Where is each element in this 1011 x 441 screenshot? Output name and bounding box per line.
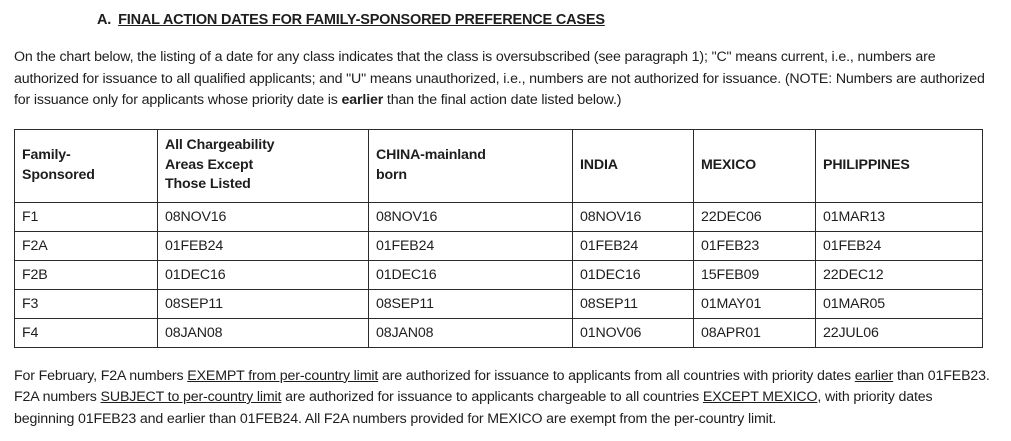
col-header-india: INDIA <box>572 128 694 203</box>
date-cell: 01DEC16 <box>157 259 369 290</box>
date-cell: 01FEB23 <box>693 230 816 261</box>
date-cell: 08NOV16 <box>157 201 369 232</box>
date-cell: 08JAN08 <box>368 317 573 348</box>
table-row-f2b: F2B 01DEC16 01DEC16 01DEC16 15FEB09 22DE… <box>14 259 983 290</box>
date-cell: 01FEB24 <box>157 230 369 261</box>
date-cell: 01MAY01 <box>693 288 816 319</box>
section-title: A. FINAL ACTION DATES FOR FAMILY-SPONSORE… <box>97 12 995 28</box>
date-cell: 08JAN08 <box>157 317 369 348</box>
table-row-f1: F1 08NOV16 08NOV16 08NOV16 22DEC06 01MAR… <box>14 201 983 232</box>
final-action-dates-table: Family- Sponsored All Chargeability Area… <box>14 128 983 348</box>
date-cell: 01NOV06 <box>572 317 694 348</box>
date-cell: 22DEC06 <box>693 201 816 232</box>
date-cell: 08SEP11 <box>368 288 573 319</box>
col-header-all-chargeability: All Chargeability Areas Except Those Lis… <box>157 128 369 203</box>
date-cell: 08NOV16 <box>368 201 573 232</box>
table-row-f4: F4 08JAN08 08JAN08 01NOV06 08APR01 22JUL… <box>14 317 983 348</box>
date-cell: 22JUL06 <box>815 317 983 348</box>
date-cell: 01FEB24 <box>572 230 694 261</box>
footnote-paragraph: For February, F2A numbers EXEMPT from pe… <box>14 367 990 427</box>
category-cell: F1 <box>14 201 158 232</box>
date-cell: 08APR01 <box>693 317 816 348</box>
date-cell: 22DEC12 <box>815 259 983 290</box>
date-cell: 01FEB24 <box>815 230 983 261</box>
category-cell: F3 <box>14 288 158 319</box>
intro-paragraph: On the chart below, the listing of a dat… <box>14 49 985 108</box>
category-cell: F4 <box>14 317 158 348</box>
section-letter: A. <box>97 12 112 28</box>
section-heading-text: FINAL ACTION DATES FOR FAMILY-SPONSORED … <box>118 12 605 28</box>
table-row-f3: F3 08SEP11 08SEP11 08SEP11 01MAY01 01MAR… <box>14 288 983 319</box>
table-header-row: Family- Sponsored All Chargeability Area… <box>14 128 983 203</box>
date-cell: 01MAR13 <box>815 201 983 232</box>
date-cell: 08SEP11 <box>572 288 694 319</box>
col-header-philippines: PHILIPPINES <box>815 128 983 203</box>
col-header-family-sponsored: Family- Sponsored <box>14 128 158 203</box>
date-cell: 15FEB09 <box>693 259 816 290</box>
table-row-f2a: F2A 01FEB24 01FEB24 01FEB24 01FEB23 01FE… <box>14 230 983 261</box>
date-cell: 01DEC16 <box>368 259 573 290</box>
date-cell: 01DEC16 <box>572 259 694 290</box>
date-cell: 08SEP11 <box>157 288 369 319</box>
category-cell: F2B <box>14 259 158 290</box>
date-cell: 08NOV16 <box>572 201 694 232</box>
date-cell: 01MAR05 <box>815 288 983 319</box>
col-header-mexico: MEXICO <box>693 128 816 203</box>
col-header-china-mainland: CHINA-mainland born <box>368 128 573 203</box>
category-cell: F2A <box>14 230 158 261</box>
date-cell: 01FEB24 <box>368 230 573 261</box>
